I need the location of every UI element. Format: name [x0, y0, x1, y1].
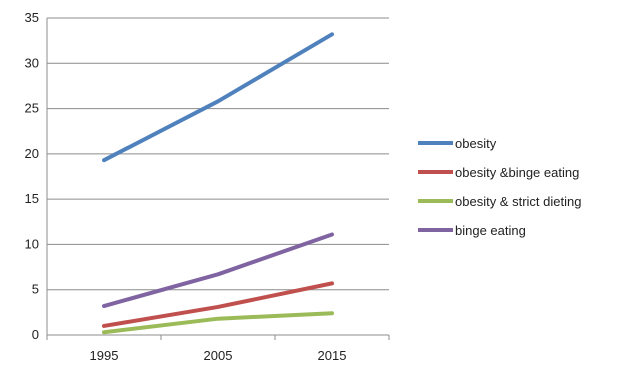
y-tick-label: 0 — [32, 327, 39, 342]
series-lines — [102, 32, 334, 335]
y-tick-label: 5 — [32, 282, 39, 297]
y-tick-label: 25 — [25, 101, 39, 116]
y-tick-label: 20 — [25, 146, 39, 161]
y-tick-label: 30 — [25, 55, 39, 70]
legend-label: obesity &binge eating — [455, 165, 579, 180]
series-line-obesity — [102, 32, 334, 163]
x-axis: 1995 2005 2015 — [46, 334, 390, 363]
series-line-binge-eating — [102, 232, 334, 309]
x-tick-label: 2015 — [318, 348, 347, 363]
x-tick-label: 1995 — [90, 348, 119, 363]
y-axis: 0 5 10 15 20 25 30 35 — [25, 10, 48, 342]
legend-label: obesity — [455, 136, 497, 151]
legend-label: obesity & strict dieting — [455, 194, 581, 209]
legend-label: binge eating — [455, 223, 526, 238]
gridlines — [47, 17, 389, 291]
x-tick-label: 2005 — [204, 348, 233, 363]
series-line-obesity-strict-dieting — [102, 311, 334, 335]
legend: obesity obesity &binge eating obesity & st… — [418, 136, 581, 238]
y-tick-label: 35 — [25, 10, 39, 25]
series-line-obesity-binge-eating — [102, 281, 334, 328]
y-tick-label: 15 — [25, 191, 39, 206]
y-tick-label: 10 — [25, 236, 39, 251]
